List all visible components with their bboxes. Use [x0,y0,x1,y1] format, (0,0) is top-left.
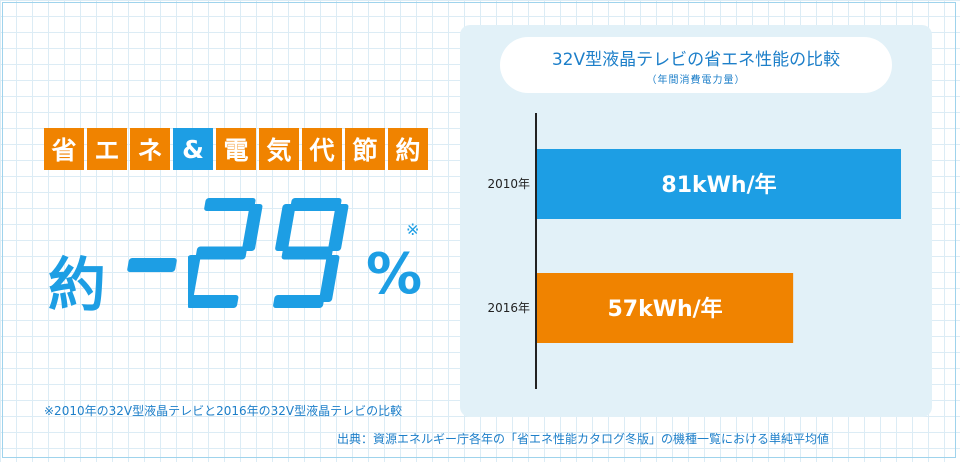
source-note: 出典：資源エネルギー庁各年の「省エネ性能カタログ冬版」の機種一覧における単純平均… [337,432,830,446]
digit-segment [188,255,201,302]
saving-prefix: 約 [48,251,107,319]
chart-panel: 32V型液晶テレビの省エネ性能の比較 （年間消費電力量） 2010年 81kWh/… [460,25,932,417]
chart-subtitle: （年間消費電力量） [646,75,746,86]
digit-segment [195,246,247,260]
saving-digits [188,198,349,308]
chart-title: 32V型液晶テレビの省エネ性能の比較 [551,50,841,70]
bar-2 [537,273,794,343]
digit-segment [328,204,349,251]
headline-char: & [173,128,213,170]
digit-9 [273,198,349,308]
digit-segment [188,295,239,308]
value-label: 81kWh/年 [661,172,776,198]
bar-chart: 2010年 81kWh/年 2016年 57kWh/年 [487,113,901,389]
headline-char: ネ [130,128,170,170]
footnote: ※2010年の32V型液晶テレビと2016年の32V型液晶テレビの比較 [44,404,403,418]
headline-char: エ [87,128,127,170]
saving-unit: % [366,242,423,307]
digit-segment [290,198,342,211]
headline-char: 省 [44,128,84,170]
digit-2 [188,198,263,308]
digit-segment [275,204,296,251]
category-label: 2010年 [487,177,530,191]
headline-char: 代 [302,128,342,170]
reference-mark: ※ [406,220,420,239]
bar-1 [537,149,901,219]
digit-segment [204,198,256,211]
minus-sign [126,258,178,272]
chart-title-pill: 32V型液晶テレビの省エネ性能の比較 （年間消費電力量） [500,37,892,93]
digit-segment [273,295,325,308]
headline-char: 電 [216,128,256,170]
digit-segment [281,246,333,260]
digit-segment [319,255,340,302]
digit-segment [242,204,263,251]
headline-char: 約 [388,128,428,170]
category-label: 2016年 [487,301,530,315]
headline-char: 節 [345,128,385,170]
value-label: 57kWh/年 [607,296,722,322]
headline: 省エネ & 電気代節約 [44,128,431,170]
headline-char: 気 [259,128,299,170]
